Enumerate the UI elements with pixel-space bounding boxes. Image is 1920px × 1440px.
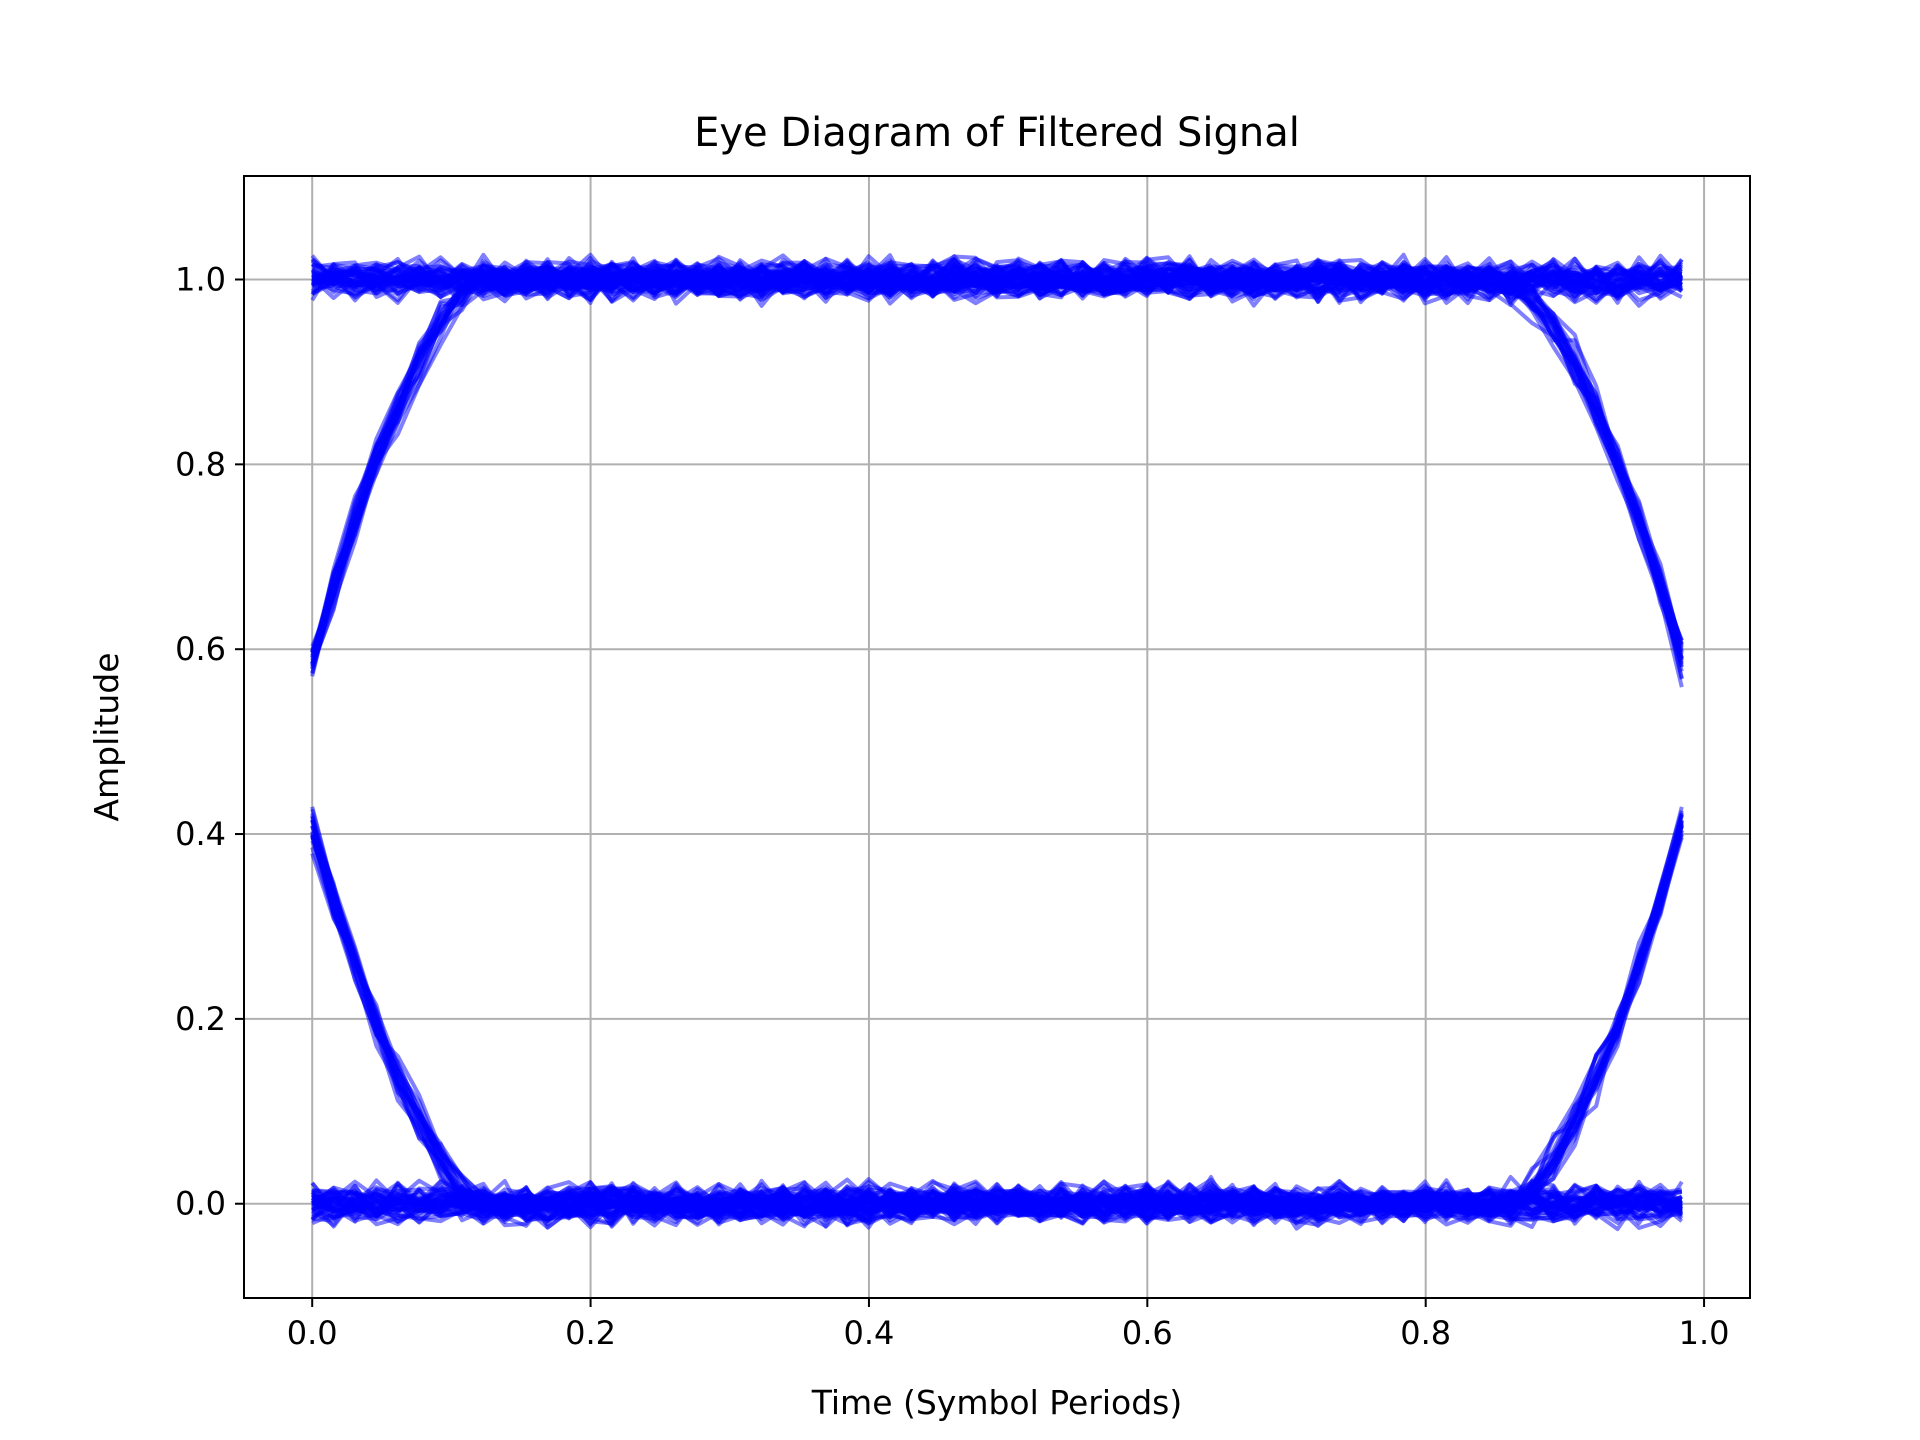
- y-tick-label: 0.2: [175, 1000, 226, 1038]
- x-tick-label: 0.8: [1400, 1314, 1451, 1352]
- y-axis-ticks: 0.0 0.2 0.4 0.6 0.8 1.0: [175, 261, 244, 1223]
- x-tick-label: 0.6: [1122, 1314, 1173, 1352]
- eye-trace-falling-end: [311, 260, 1684, 645]
- eye-trace-rising-end: [310, 836, 1684, 1221]
- eye-traces: [310, 252, 1684, 1232]
- x-tick-label: 0.2: [565, 1314, 616, 1352]
- x-tick-label: 0.0: [287, 1314, 338, 1352]
- x-tick-label: 1.0: [1679, 1314, 1730, 1352]
- eye-trace-falling-end: [311, 262, 1684, 661]
- y-tick-label: 1.0: [175, 261, 226, 299]
- x-tick-label: 0.4: [844, 1314, 895, 1352]
- plot-frame: [243, 175, 1751, 1299]
- chart-title: Eye Diagram of Filtered Signal: [694, 110, 1300, 156]
- y-tick-label: 0.6: [175, 630, 226, 668]
- y-axis-label: Amplitude: [87, 652, 126, 821]
- y-tick-label: 0.0: [175, 1185, 226, 1223]
- x-axis-label: Time (Symbol Periods): [811, 1383, 1183, 1422]
- y-tick-label: 0.8: [175, 445, 226, 483]
- x-axis-ticks: 0.0 0.2 0.4 0.6 0.8 1.0: [287, 1298, 1730, 1352]
- y-tick-label: 0.4: [175, 815, 226, 853]
